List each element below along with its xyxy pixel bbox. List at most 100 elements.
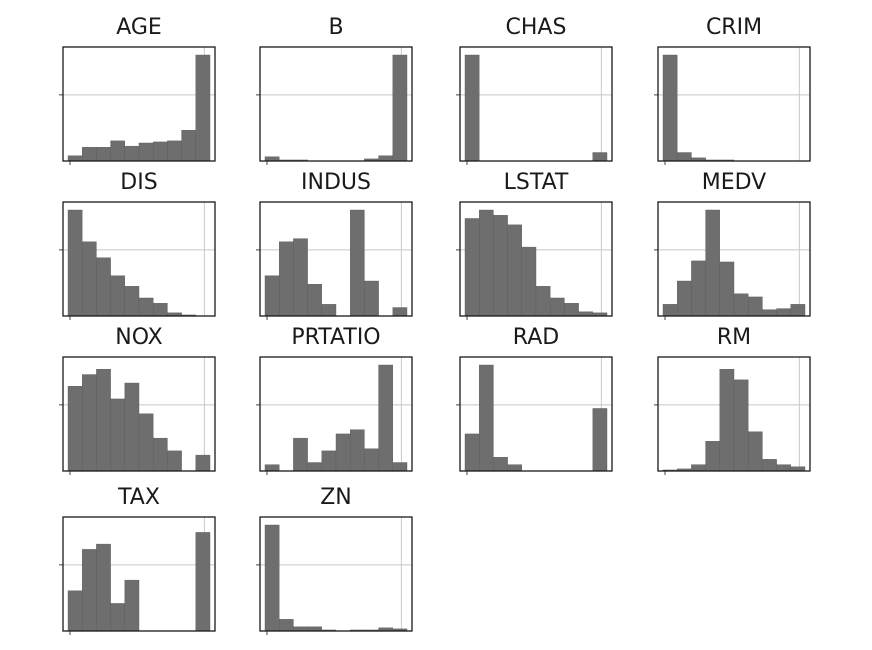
histogram-bar — [748, 296, 763, 317]
histogram-bar — [550, 297, 565, 317]
panel-nox: NOX — [59, 325, 216, 475]
histogram-bar — [167, 450, 182, 472]
histogram-bar — [152, 303, 168, 317]
panel-title: TAX — [117, 485, 160, 510]
histogram-bar — [152, 141, 168, 162]
histogram-bar — [321, 304, 337, 317]
panel-frame — [259, 356, 413, 472]
panel-frame — [657, 46, 811, 162]
panel-crim: CRIM — [654, 15, 811, 165]
panel-title: B — [328, 15, 343, 40]
histogram-bar — [321, 450, 337, 472]
histogram-bar — [705, 441, 720, 472]
histogram-bar — [279, 619, 294, 632]
histogram-bar — [479, 209, 494, 317]
histogram-bar — [776, 308, 791, 317]
panel-chas: CHAS — [456, 15, 613, 165]
histogram-bar — [124, 145, 140, 162]
panel-frame — [259, 46, 413, 162]
histogram-bar — [535, 286, 551, 317]
panel-rm: RM — [654, 325, 811, 475]
histogram-bar — [521, 246, 537, 317]
histogram-bar — [96, 147, 111, 162]
histogram-bar — [762, 309, 777, 317]
histogram-bar — [364, 448, 379, 472]
histogram-bar — [124, 286, 140, 317]
panel-age: AGE — [59, 15, 216, 165]
histogram-bar — [167, 140, 182, 162]
histogram-bar — [110, 398, 125, 472]
histogram-bar — [464, 433, 480, 472]
histogram-bar — [181, 130, 197, 162]
histogram-bar — [335, 433, 351, 472]
panel-frame — [459, 356, 613, 472]
histogram-bar — [378, 155, 394, 162]
panel-title: CRIM — [706, 15, 762, 40]
histogram-bar — [479, 364, 494, 472]
histogram-bar — [110, 140, 125, 162]
histogram-bar — [464, 54, 480, 162]
panel-frame — [657, 356, 811, 472]
panel-title: ZN — [320, 485, 352, 510]
histogram-bar — [733, 379, 749, 472]
panel-title: INDUS — [301, 170, 371, 195]
histogram-bar — [67, 386, 83, 472]
histogram-bar — [195, 532, 211, 632]
histogram-bar — [138, 413, 154, 472]
histogram-bar — [293, 437, 308, 472]
histogram-bar — [662, 54, 678, 162]
histogram-bar — [195, 454, 211, 472]
histogram-bar — [67, 590, 83, 632]
histogram-bar — [691, 464, 706, 472]
panel-title: DIS — [120, 170, 157, 195]
histogram-bar — [691, 260, 706, 317]
histogram-bar — [493, 215, 508, 317]
histogram-bar — [392, 462, 408, 472]
histogram-bar — [307, 284, 323, 317]
histogram-bar — [733, 293, 749, 317]
panel-frame — [62, 356, 216, 472]
histogram-bar — [81, 147, 97, 162]
panel-b: B — [256, 15, 413, 165]
panel-tax: TAX — [59, 485, 216, 635]
histogram-bar — [677, 152, 692, 162]
panel-dis: DIS — [59, 170, 216, 320]
histogram-bar — [564, 303, 579, 317]
histogram-bar — [392, 54, 408, 162]
histogram-bar — [96, 369, 111, 472]
histogram-bar — [592, 408, 608, 472]
histogram-bar — [378, 364, 394, 472]
panel-frame — [62, 46, 216, 162]
histogram-bar — [279, 241, 294, 317]
histogram-bar — [138, 297, 154, 317]
histogram-bar — [67, 209, 83, 317]
histogram-bar — [350, 209, 365, 317]
histogram-bar — [592, 152, 608, 162]
histogram-bar — [364, 280, 379, 317]
histogram-bar — [110, 603, 125, 632]
histogram-bar — [677, 280, 692, 317]
histogram-bar — [719, 261, 735, 317]
panel-frame — [657, 201, 811, 317]
histogram-bar — [464, 218, 480, 317]
histogram-bar — [392, 307, 408, 317]
histogram-bar — [507, 464, 523, 472]
panel-lstat: LSTAT — [456, 170, 613, 320]
panel-title: CHAS — [506, 15, 567, 40]
histogram-bar — [96, 543, 111, 632]
histogram-bar — [81, 549, 97, 632]
histogram-bar — [719, 369, 735, 472]
panel-title: AGE — [116, 15, 162, 40]
panel-title: NOX — [115, 325, 162, 350]
panel-frame — [259, 201, 413, 317]
panel-frame — [459, 46, 613, 162]
panel-title: PRTATIO — [291, 325, 380, 350]
histogram-bar — [705, 209, 720, 317]
histogram-bar — [81, 241, 97, 317]
panel-title: MEDV — [702, 170, 767, 195]
histogram-bar — [264, 275, 280, 317]
histogram-bar — [96, 257, 111, 317]
histogram-bar — [67, 155, 83, 162]
histogram-bar — [307, 462, 323, 472]
panel-zn: ZN — [256, 485, 413, 635]
